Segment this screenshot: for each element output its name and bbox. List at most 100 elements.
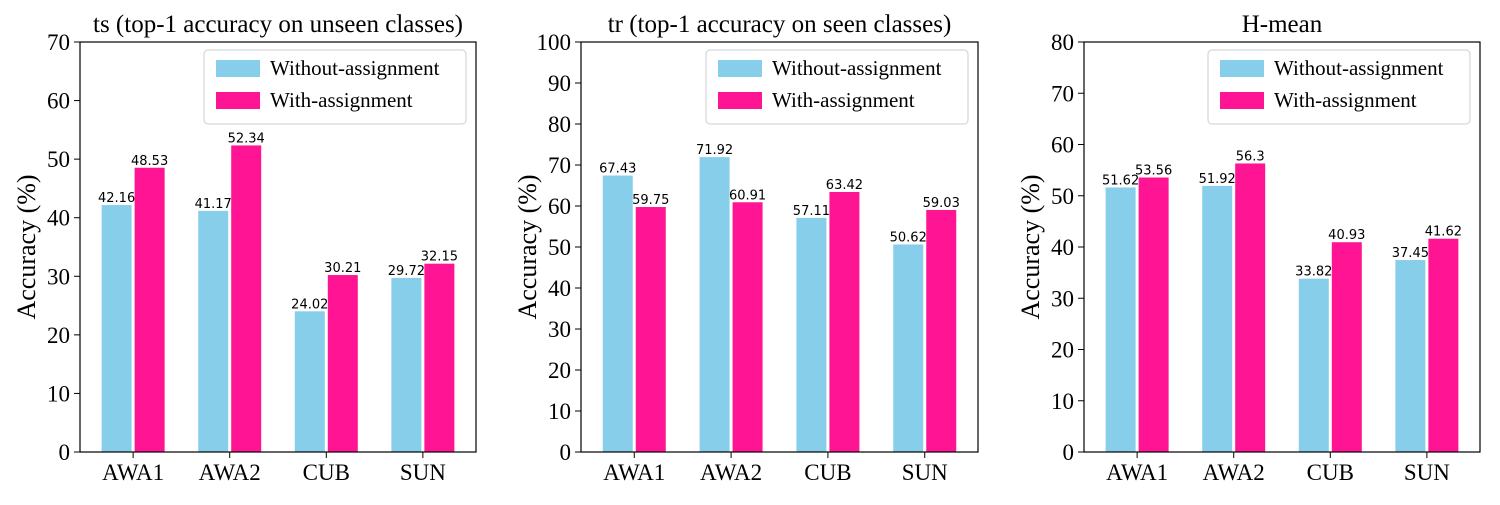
y-tick-label: 50 <box>548 235 571 260</box>
bar-value-label: 52.34 <box>228 131 265 146</box>
y-tick-label: 0 <box>560 440 572 465</box>
bar-value-label: 50.62 <box>890 230 927 245</box>
bar-sun-without <box>893 244 924 452</box>
bar-value-label: 29.72 <box>388 264 425 279</box>
chart-title: tr (top-1 accuracy on seen classes) <box>608 11 952 38</box>
bar-value-label: 53.56 <box>1135 164 1172 179</box>
y-tick-label: 70 <box>1051 81 1074 106</box>
chart-title: ts (top-1 accuracy on unseen classes) <box>93 11 463 38</box>
chart-panel-3: H-mean Accuracy (%) 0 10 20 30 40 50 60 70 80 51.62… <box>1016 11 1481 485</box>
bar-value-label: 42.16 <box>98 191 135 206</box>
x-tick-label: SUN <box>1404 460 1450 485</box>
y-tick-label: 60 <box>1051 133 1074 158</box>
bar-cub-without <box>294 311 325 452</box>
x-tick-label: CUB <box>1307 460 1354 485</box>
y-tick-label: 10 <box>1051 389 1074 414</box>
x-tick-label: AWA1 <box>603 460 665 485</box>
x-tick-label: AWA1 <box>102 460 164 485</box>
legend-label: Without-assignment <box>772 56 942 80</box>
y-tick-label: 80 <box>1051 30 1074 55</box>
x-tick-label: CUB <box>804 460 851 485</box>
x-tick-label: SUN <box>400 460 446 485</box>
bar-awa1-without <box>101 205 132 452</box>
bar-value-label: 51.92 <box>1199 172 1236 187</box>
y-tick-label: 30 <box>47 264 70 289</box>
y-tick-label: 60 <box>548 194 571 219</box>
chart-panel-1: ts (top-1 accuracy on unseen classes) Acc… <box>12 11 477 485</box>
bar-awa1-with <box>1138 177 1169 452</box>
bar-value-label: 56.3 <box>1236 149 1265 164</box>
x-tick-label: SUN <box>902 460 948 485</box>
bar-value-label: 32.15 <box>421 250 458 265</box>
y-tick-label: 20 <box>1051 338 1074 363</box>
bar-sun-with <box>926 209 957 452</box>
legend-swatch <box>1220 92 1264 109</box>
y-tick-label: 60 <box>47 89 70 114</box>
y-tick-label: 0 <box>1063 440 1075 465</box>
y-tick-label: 10 <box>47 381 70 406</box>
y-tick-label: 20 <box>548 358 571 383</box>
bar-sun-with <box>1428 238 1459 452</box>
legend-label: With-assignment <box>772 88 915 112</box>
bar-value-label: 37.45 <box>1392 246 1429 261</box>
legend-swatch <box>216 60 260 77</box>
bar-value-label: 60.91 <box>729 188 766 203</box>
legend-box <box>203 49 467 125</box>
legend-label: Without-assignment <box>1274 56 1444 80</box>
legend-swatch <box>718 60 762 77</box>
legend-swatch <box>1220 60 1264 77</box>
y-tick-label: 90 <box>548 71 571 96</box>
bar-sun-with <box>424 263 455 452</box>
bar-awa2-without <box>1202 185 1233 452</box>
legend-label: Without-assignment <box>270 56 440 80</box>
legend-swatch <box>718 92 762 109</box>
y-tick-label: 40 <box>1051 235 1074 260</box>
bar-sun-without <box>1395 260 1426 452</box>
plot-frame <box>79 41 477 453</box>
bar-value-label: 24.02 <box>291 297 328 312</box>
bar-value-label: 33.82 <box>1295 265 1332 280</box>
legend-box <box>1207 49 1471 125</box>
y-tick-label: 30 <box>1051 286 1074 311</box>
bar-awa2-with <box>1235 163 1266 452</box>
bar-awa1-without <box>602 175 633 453</box>
bar-cub-without <box>796 217 827 452</box>
bar-value-label: 51.62 <box>1102 173 1139 188</box>
bar-value-label: 67.43 <box>599 162 636 177</box>
y-tick-label: 10 <box>548 399 571 424</box>
bar-awa2-with <box>732 202 763 452</box>
y-tick-label: 70 <box>47 30 70 55</box>
y-tick-label: 50 <box>1051 184 1074 209</box>
y-tick-label: 40 <box>47 206 70 231</box>
bar-value-label: 40.93 <box>1328 228 1365 243</box>
bar-value-label: 41.17 <box>195 197 232 212</box>
y-tick-label: 0 <box>59 440 71 465</box>
bar-cub-with <box>327 275 358 452</box>
y-tick-label: 80 <box>548 112 571 137</box>
bar-awa1-with <box>134 167 165 452</box>
bar-cub-with <box>829 191 860 452</box>
y-tick-label: 50 <box>47 147 70 172</box>
chart-panel-2: tr (top-1 accuracy on seen classes) Accur… <box>513 11 979 485</box>
bar-awa2-without <box>699 157 730 453</box>
x-tick-label: AWA2 <box>1203 460 1265 485</box>
bar-awa1-with <box>635 207 666 452</box>
y-axis-title: Accuracy (%) <box>513 174 542 319</box>
x-tick-label: CUB <box>303 460 350 485</box>
bar-value-label: 48.53 <box>131 154 168 169</box>
bar-awa1-without <box>1105 187 1136 452</box>
bar-cub-with <box>1331 242 1362 452</box>
y-axis-title: Accuracy (%) <box>12 174 41 319</box>
legend-box <box>705 49 969 125</box>
bar-value-label: 30.21 <box>324 261 361 276</box>
bar-cub-without <box>1298 278 1329 452</box>
bar-value-label: 59.75 <box>632 193 669 208</box>
bar-value-label: 57.11 <box>793 204 830 219</box>
y-tick-label: 70 <box>548 153 571 178</box>
bar-awa2-without <box>198 210 229 452</box>
legend-label: With-assignment <box>1274 88 1417 112</box>
y-tick-label: 40 <box>548 276 571 301</box>
bar-value-label: 59.03 <box>923 196 960 211</box>
x-tick-label: AWA1 <box>1106 460 1168 485</box>
